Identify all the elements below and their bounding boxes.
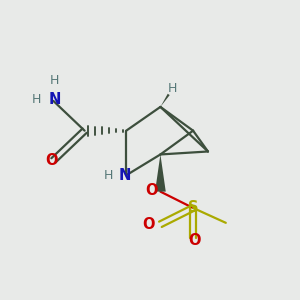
Text: H: H — [50, 74, 60, 87]
Text: O: O — [145, 183, 158, 198]
Text: O: O — [46, 153, 58, 168]
Text: H: H — [32, 93, 41, 106]
Text: H: H — [168, 82, 177, 95]
Text: H: H — [104, 169, 113, 182]
Polygon shape — [155, 154, 166, 192]
Text: O: O — [142, 217, 155, 232]
Text: O: O — [188, 233, 201, 248]
Text: S: S — [188, 200, 198, 215]
Text: N: N — [49, 92, 61, 107]
Text: N: N — [118, 168, 131, 183]
Polygon shape — [160, 94, 170, 107]
